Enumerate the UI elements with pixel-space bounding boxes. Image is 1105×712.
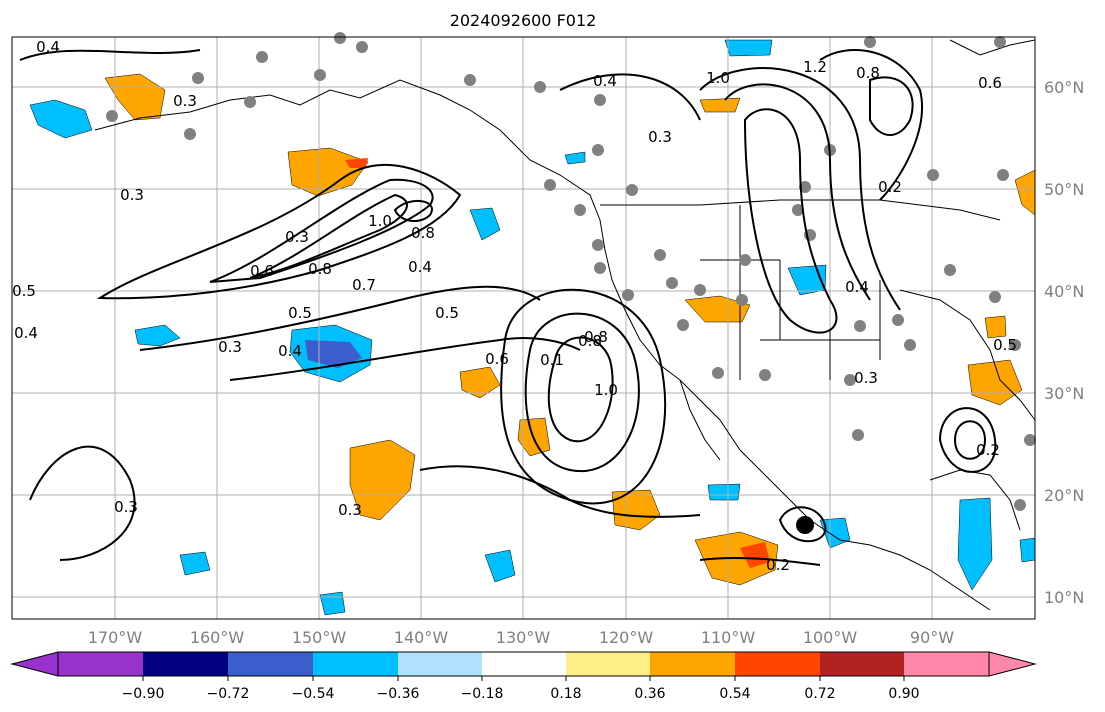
colorbar-tick-label: 0.54	[719, 686, 750, 702]
contour-label: 0.6	[485, 350, 509, 368]
contour-label: 0.3	[114, 498, 138, 516]
lon-label: 110°W	[701, 628, 756, 647]
colorbar-tick-label: 0.36	[634, 686, 665, 702]
colorbar-segment	[650, 652, 735, 676]
colorbar-tick-label: 0.18	[550, 686, 581, 702]
lat-label: 30°N	[1044, 384, 1084, 403]
contour-label: 0.6	[250, 262, 274, 280]
colorbar-tick-label: 0.72	[804, 686, 835, 702]
lon-label: 90°W	[910, 628, 954, 647]
colorbar: −0.90 −0.72 −0.54 −0.36 −0.18 0.18 0.36 …	[10, 651, 1037, 702]
contour-label: 0.5	[993, 336, 1017, 354]
colorbar-segment	[735, 652, 820, 676]
contour-label: 0.3	[854, 369, 878, 387]
colorbar-segment	[313, 652, 398, 676]
lat-label: 60°N	[1044, 78, 1084, 97]
contour-label: 0.4	[278, 342, 302, 360]
contour-label: 0.2	[878, 178, 902, 196]
contour-label: 0.3	[120, 186, 144, 204]
contour-label: 1.0	[594, 381, 618, 399]
lon-label: 160°W	[190, 628, 245, 647]
lon-label: 150°W	[292, 628, 347, 647]
colorbar-tick-label: −0.90	[122, 686, 165, 702]
lon-label: 130°W	[496, 628, 551, 647]
contour-label: 0.7	[352, 276, 376, 294]
contour-label: 1.2	[803, 58, 827, 76]
contour-label: 0.3	[648, 128, 672, 146]
lon-label: 100°W	[803, 628, 858, 647]
contour-labels: 0.4 0.3 0.3 0.3 0.6 0.8 1.0 0.8 0.7 0.4 …	[12, 38, 1017, 574]
colorbar-segment	[398, 652, 482, 676]
colorbar-segment	[228, 652, 313, 676]
contour-label: 0.5	[435, 304, 459, 322]
lat-label: 20°N	[1044, 486, 1084, 505]
colorbar-segment	[58, 652, 143, 676]
lat-label: 50°N	[1044, 180, 1084, 199]
shaded-negative-regions	[29, 39, 1036, 616]
lon-label: 120°W	[599, 628, 654, 647]
contour-label: 0.4	[14, 324, 38, 342]
colorbar-segment	[143, 652, 228, 676]
contour-label: 0.4	[408, 258, 432, 276]
colorbar-segment	[566, 652, 650, 676]
contour-label: 0.3	[285, 228, 309, 246]
lon-label: 140°W	[394, 628, 449, 647]
lat-label: 10°N	[1044, 588, 1084, 607]
contour-label: 0.8	[308, 260, 332, 278]
colorbar-tick-label: −0.72	[207, 686, 250, 702]
colorbar-tick-label: 0.90	[888, 686, 919, 702]
contour-label: 0.2	[976, 441, 1000, 459]
map-panel: 0.4 0.3 0.3 0.3 0.6 0.8 1.0 0.8 0.7 0.4 …	[11, 32, 1036, 620]
contour-label: 0.1	[540, 351, 564, 369]
contour-label: 0.8	[578, 332, 602, 350]
contour-label: 0.5	[288, 304, 312, 322]
colorbar-min-extend	[10, 651, 59, 677]
contour-label: 0.3	[338, 501, 362, 519]
colorbar-segment	[904, 652, 989, 676]
contour-label: 0.6	[978, 74, 1002, 92]
station-markers	[106, 32, 1036, 511]
colorbar-tick-label: −0.18	[461, 686, 504, 702]
contour-label: 0.3	[218, 338, 242, 356]
contour-label: 1.0	[368, 212, 392, 230]
lon-label: 170°W	[88, 628, 143, 647]
contour-label: 0.8	[856, 64, 880, 82]
contour-label: 0.2	[766, 556, 790, 574]
colorbar-segment	[820, 652, 904, 676]
low-center-marker	[796, 516, 814, 534]
colorbar-tick-label: −0.36	[377, 686, 420, 702]
contour-label: 0.4	[593, 72, 617, 90]
longitude-labels: 170°W 160°W 150°W 140°W 130°W 120°W 110°…	[88, 628, 954, 647]
contour-label: 0.5	[12, 282, 36, 300]
contour-label: 0.4	[36, 38, 60, 56]
figure-title: 2024092600 F012	[450, 11, 597, 30]
colorbar-segment	[482, 652, 566, 676]
colorbar-outline	[57, 651, 990, 677]
contour-label: 0.8	[584, 328, 608, 346]
lat-label: 40°N	[1044, 282, 1084, 301]
map-frame	[11, 36, 1036, 620]
colorbar-tick-label: −0.54	[292, 686, 335, 702]
contour-label: 0.4	[845, 278, 869, 296]
colorbar-ticks	[142, 676, 905, 681]
contour-lines	[19, 49, 997, 566]
contour-label: 0.3	[173, 92, 197, 110]
contour-label: 0.8	[411, 224, 435, 242]
contour-label: 1.0	[706, 69, 730, 87]
colorbar-max-extend	[988, 651, 1037, 677]
latitude-labels: 60°N 50°N 40°N 30°N 20°N 10°N	[1044, 78, 1084, 607]
